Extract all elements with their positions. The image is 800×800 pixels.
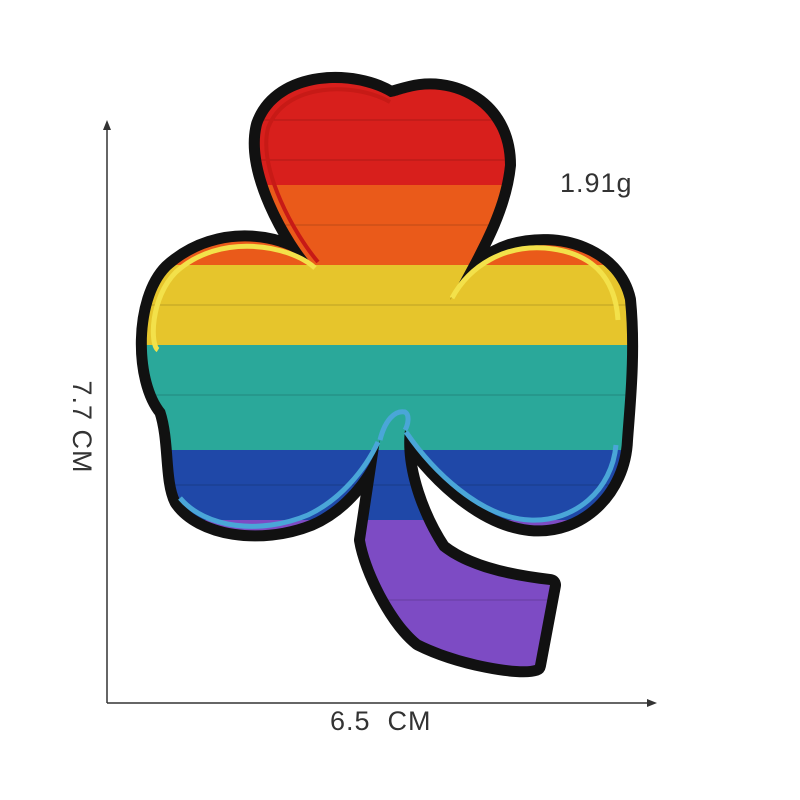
leaf-right-blue-outline [403,430,619,523]
stripe-teal [146,345,628,450]
stripe-red [146,82,628,185]
leaf-yellow-outline [150,243,317,353]
width-label: 6.5 CM [330,706,432,736]
height-label: 7.7 CM [67,380,97,474]
rainbow-stripes [146,82,628,667]
leaf-blue-outline [178,440,381,529]
stripe-yellow [146,265,628,345]
leaf-right-yellow-outline [449,245,621,321]
stem-outline [377,409,411,441]
heart-outline [264,87,391,264]
stripe-blue [146,450,628,520]
weight-label: 1.91g [560,168,633,198]
